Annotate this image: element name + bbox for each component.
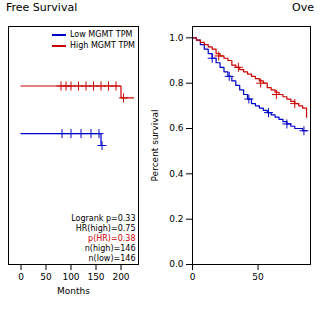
svg-text:1.0: 1.0	[169, 33, 184, 43]
svg-text:Percent survival: Percent survival	[150, 110, 160, 182]
html-text:Ove: Ove	[292, 1, 314, 14]
svg-text:Logrank p=0.33: Logrank p=0.33	[71, 214, 135, 223]
svg-text:p(HR)=0.38: p(HR)=0.38	[88, 234, 135, 243]
svg-text:100: 100	[62, 272, 79, 282]
svg-text:HR(high)=0.75: HR(high)=0.75	[76, 224, 136, 233]
html-text:Free Survival: Free Survival	[6, 1, 78, 14]
svg-text:0.8: 0.8	[169, 78, 184, 88]
svg-text:50: 50	[40, 272, 52, 282]
svg-text:n(high)=146: n(high)=146	[85, 244, 136, 253]
html-text:High MGMT TPM: High MGMT TPM	[70, 41, 135, 50]
svg-text:0.0: 0.0	[169, 259, 184, 269]
svg-text:200: 200	[112, 272, 129, 282]
html-text:Low MGMT TPM: Low MGMT TPM	[70, 30, 133, 39]
svg-text:Months: Months	[57, 286, 90, 296]
svg-text:0: 0	[190, 272, 196, 282]
svg-text:0.6: 0.6	[169, 123, 184, 133]
svg-text:0.2: 0.2	[169, 214, 183, 224]
svg-text:0: 0	[18, 272, 24, 282]
svg-text:50: 50	[252, 272, 264, 282]
svg-text:0.4: 0.4	[169, 169, 184, 179]
svg-text:n(low)=146: n(low)=146	[89, 254, 136, 263]
svg-text:150: 150	[87, 272, 104, 282]
